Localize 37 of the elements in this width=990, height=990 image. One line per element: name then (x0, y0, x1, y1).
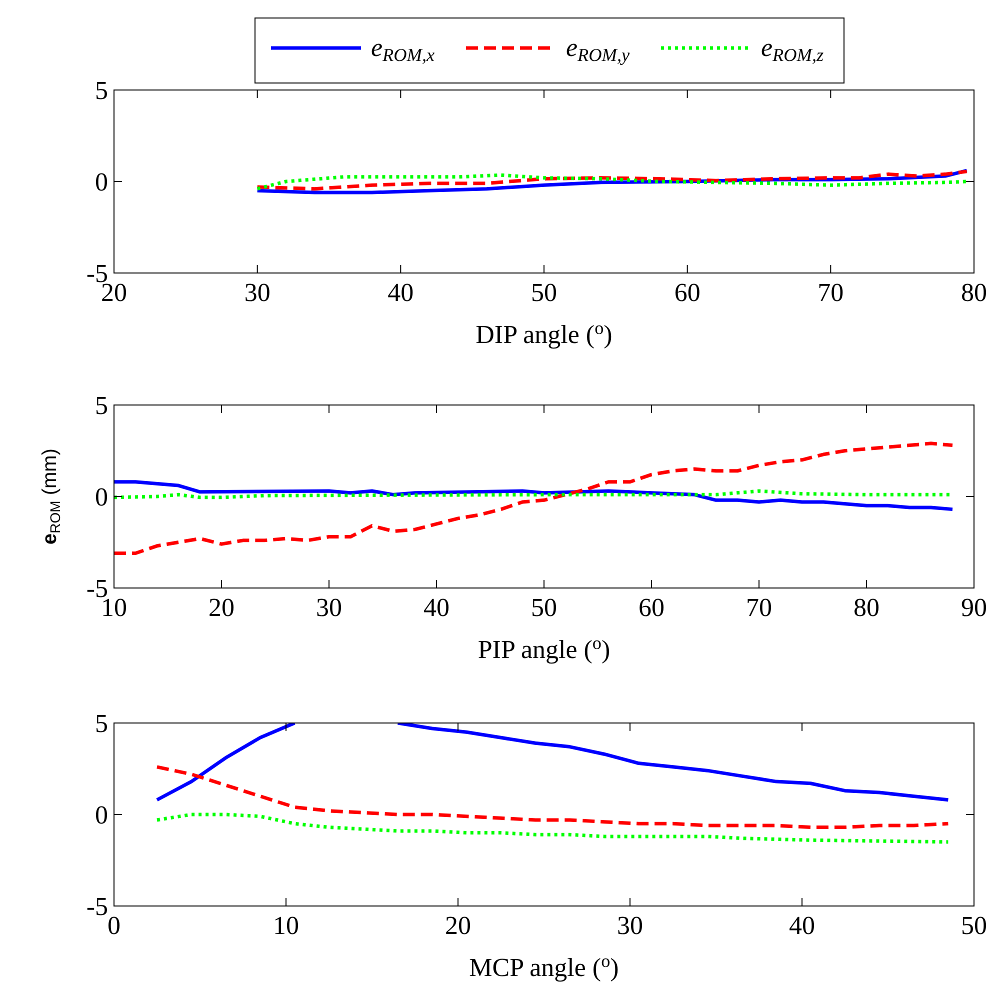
x-tick-label: 40 (789, 911, 815, 940)
x-axis-title: DIP angle ($^{o}$) (476, 318, 612, 349)
x-tick-label: 60 (638, 593, 664, 622)
y-tick-label: 0 (95, 482, 108, 512)
x-axis-title: MCP angle ($^{o}$) (469, 951, 619, 982)
y-tick-label: 5 (95, 709, 108, 738)
x-tick-label: 30 (316, 593, 342, 622)
x-tick-label: 30 (244, 278, 270, 307)
x-tick-label: 30 (617, 911, 643, 940)
x-tick-label: 80 (854, 593, 880, 622)
line-series (114, 442, 954, 555)
legend-label: e$_{ROM,y}$ (566, 33, 630, 66)
line-series (155, 765, 950, 830)
x-axis-title: PIP angle ($^{o}$) (478, 633, 610, 664)
x-tick-label: 90 (961, 593, 987, 622)
y-tick-label: 0 (95, 800, 108, 830)
x-tick-label: 20 (445, 911, 471, 940)
legend-label: e$_{ROM,x}$ (371, 33, 435, 66)
x-tick-label: 70 (818, 278, 844, 307)
line-series (114, 480, 954, 512)
line-series (256, 173, 969, 191)
x-tick-label: 60 (674, 278, 700, 307)
x-tick-label: 70 (746, 593, 772, 622)
y-tick-label: 5 (95, 76, 108, 105)
x-tick-label: 50 (531, 278, 557, 307)
line-series (155, 812, 950, 844)
y-tick-label: 0 (95, 168, 108, 196)
x-tick-label: 20 (208, 593, 234, 622)
y-tick-label: -5 (86, 892, 108, 921)
x-tick-label: 50 (961, 911, 987, 940)
x-tick-label: 50 (531, 593, 557, 622)
x-tick-label: 10 (273, 911, 299, 940)
legend-label: e$_{ROM,z}$ (761, 33, 824, 66)
x-tick-label: 40 (388, 278, 414, 307)
y-tick-label: 5 (95, 391, 108, 420)
x-tick-label: 80 (961, 278, 987, 307)
x-tick-label: 40 (424, 593, 450, 622)
